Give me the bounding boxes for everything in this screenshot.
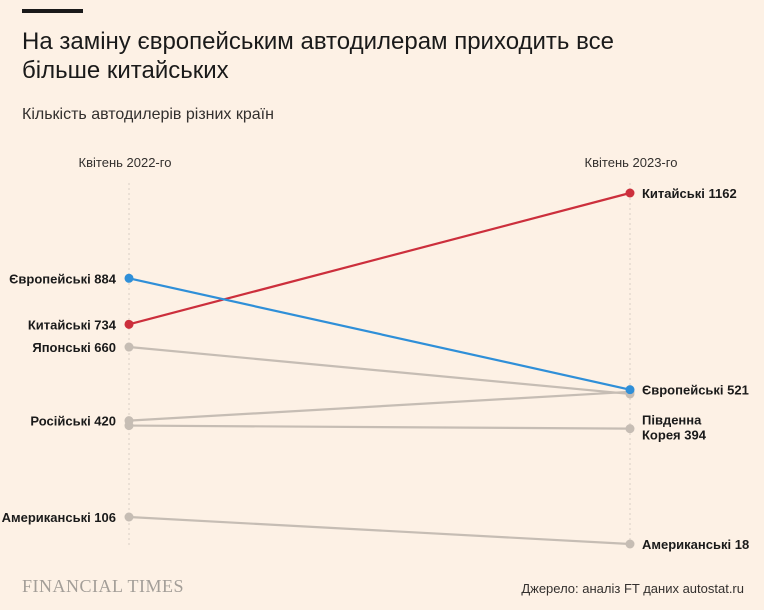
point-2022-китайські bbox=[124, 319, 134, 329]
point-2023-європейські bbox=[625, 385, 635, 395]
label-2023-європейські: Європейські 521 bbox=[642, 383, 749, 398]
label-2023-китайські: Китайські 1162 bbox=[642, 186, 737, 201]
series-line-американські bbox=[128, 515, 631, 546]
label-2022-японські: Японські 660 bbox=[32, 340, 116, 355]
series-line-південна-корея bbox=[128, 424, 631, 430]
label-2022-європейські: Європейські 884 bbox=[9, 271, 117, 286]
label-2022-китайські: Китайські 734 bbox=[28, 317, 117, 332]
point-2023-китайські bbox=[625, 188, 635, 198]
ft-logo: FINANCIAL TIMES bbox=[22, 576, 185, 596]
series-line-російські bbox=[128, 390, 631, 422]
point-2022-американські bbox=[124, 512, 134, 522]
point-2022-південна-корея bbox=[124, 421, 134, 431]
label-2023-американські: Американські 18 bbox=[642, 537, 749, 552]
axis-label-2023: Квітень 2023-го bbox=[585, 155, 678, 170]
chart-subtitle: Кількість автодилерів різних країн bbox=[22, 106, 274, 123]
series-line-європейські bbox=[128, 277, 631, 391]
source-note: Джерело: аналіз FT даних autostat.ru bbox=[521, 581, 744, 596]
axis-label-2022: Квітень 2022-го bbox=[79, 155, 172, 170]
top-accent-bar bbox=[22, 9, 83, 13]
series-line-японські bbox=[128, 345, 631, 396]
label-2023-південна-корея-line1: Південна bbox=[642, 413, 702, 428]
label-2023-південна-корея-line2: Корея 394 bbox=[642, 428, 707, 443]
point-2023-південна-корея bbox=[625, 424, 635, 434]
series-line-китайські bbox=[128, 191, 631, 326]
label-2022-американські: Американські 106 bbox=[2, 510, 116, 525]
point-2022-японські bbox=[124, 342, 134, 352]
point-2022-європейські bbox=[124, 273, 134, 283]
point-2023-американські bbox=[625, 539, 635, 549]
label-2022-російські: Російські 420 bbox=[30, 414, 116, 429]
chart-title: На заміну європейським автодилерам прихо… bbox=[22, 28, 614, 84]
